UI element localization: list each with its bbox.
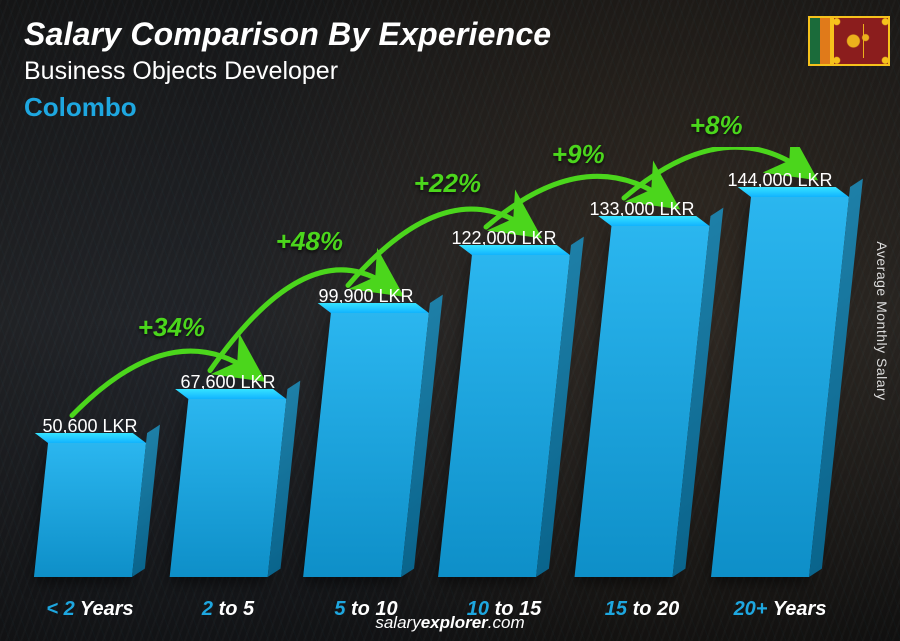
bar-col-1: 67,600 LKR	[168, 372, 288, 577]
brand-part-a: salary	[375, 613, 420, 632]
bar-col-5: 144,000 LKR	[720, 170, 840, 577]
footer-brand: salaryexplorer.com	[0, 613, 900, 633]
bar	[438, 255, 570, 577]
bar-col-4: 133,000 LKR	[582, 199, 702, 577]
subtitle: Business Objects Developer	[24, 57, 551, 86]
flag-panel-maroon	[834, 18, 888, 64]
infographic-stage: Salary Comparison By Experience Business…	[0, 0, 900, 641]
brand-part-b: explorer	[421, 613, 488, 632]
page-title: Salary Comparison By Experience	[24, 16, 551, 53]
bar-col-2: 99,900 LKR	[306, 286, 426, 577]
y-axis-label: Average Monthly Salary	[874, 241, 890, 400]
bar-chart: 50,600 LKR67,600 LKR99,900 LKR122,000 LK…	[20, 147, 850, 577]
city-label: Colombo	[24, 92, 551, 123]
bar	[574, 226, 709, 577]
bar	[711, 197, 849, 577]
bars-container: 50,600 LKR67,600 LKR99,900 LKR122,000 LK…	[20, 147, 850, 577]
bar	[34, 443, 146, 577]
bar-col-0: 50,600 LKR	[30, 416, 150, 577]
title-block: Salary Comparison By Experience Business…	[24, 16, 551, 123]
brand-part-c: .com	[488, 613, 525, 632]
delta-label: +8%	[690, 110, 743, 141]
flag-stripe-orange	[820, 18, 830, 64]
bar	[169, 399, 286, 577]
country-flag-sri-lanka	[808, 16, 890, 66]
bar	[303, 313, 429, 577]
flag-stripe-green	[810, 18, 820, 64]
bar-col-3: 122,000 LKR	[444, 228, 564, 577]
